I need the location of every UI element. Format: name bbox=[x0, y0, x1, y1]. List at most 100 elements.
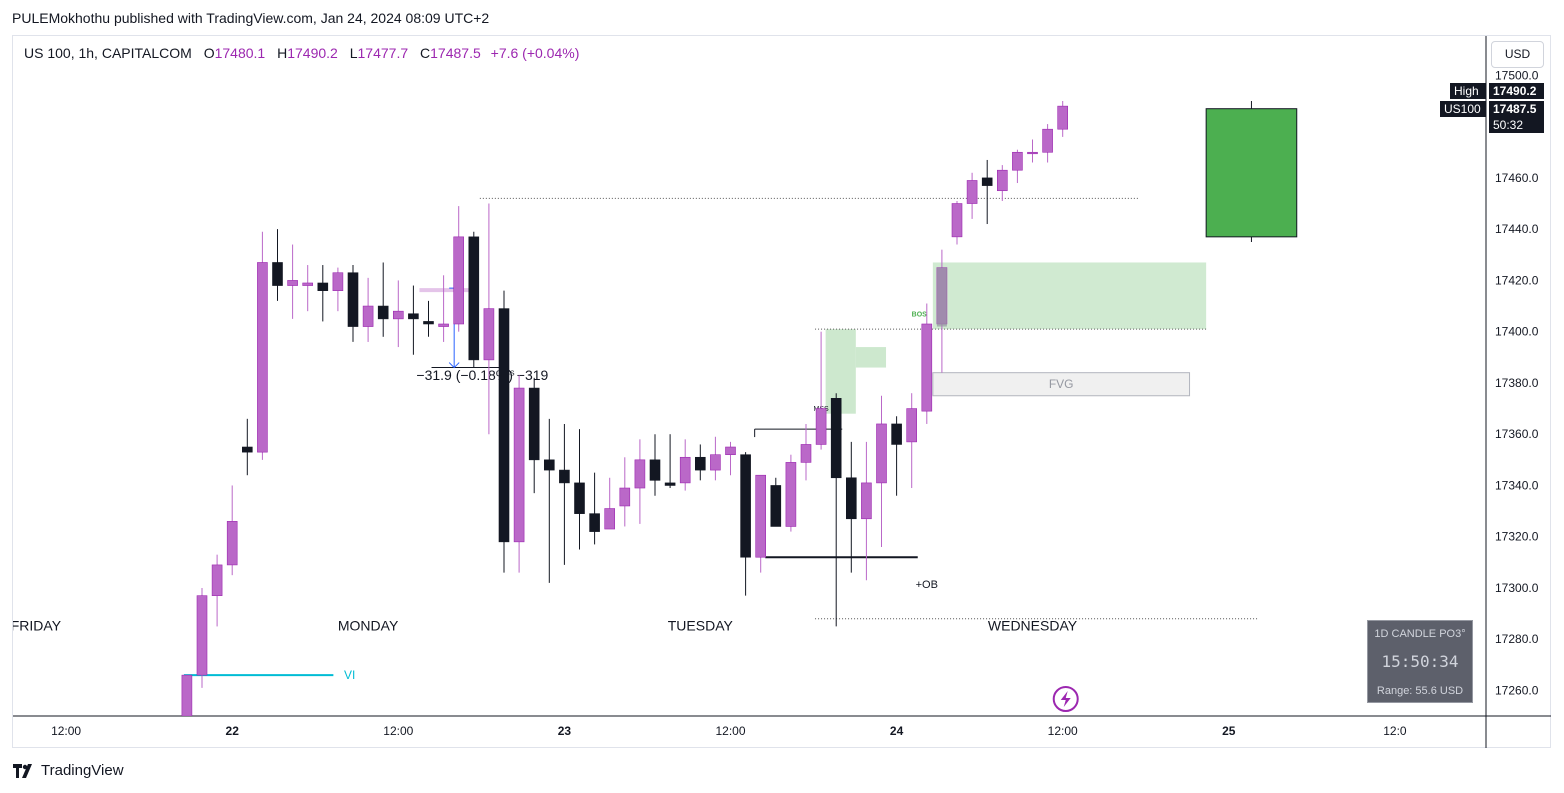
candle-body bbox=[755, 474, 767, 558]
candle-body bbox=[468, 236, 480, 361]
candle-body bbox=[181, 674, 193, 716]
candle-body bbox=[1027, 151, 1038, 155]
candle-body bbox=[876, 423, 887, 484]
candle-body bbox=[589, 513, 600, 532]
candle-body bbox=[770, 485, 782, 527]
y-tick-label: 17280.0 bbox=[1495, 632, 1539, 646]
x-tick-label: 24 bbox=[890, 724, 904, 738]
ghost-candle-body bbox=[936, 267, 947, 327]
candle-body bbox=[392, 310, 404, 320]
day-label: TUESDAY bbox=[668, 617, 734, 633]
candle-body bbox=[785, 462, 797, 527]
candle-body bbox=[332, 272, 344, 291]
legend-symbol[interactable]: US 100, 1h, CAPITALCOM bbox=[24, 45, 192, 61]
candle-body bbox=[347, 272, 359, 327]
y-tick-label: 17380.0 bbox=[1495, 376, 1539, 390]
ob-label: +OB bbox=[916, 579, 938, 591]
candle-body bbox=[861, 482, 872, 520]
candle-body bbox=[438, 323, 449, 327]
candle-body bbox=[408, 313, 419, 320]
candle-body bbox=[574, 482, 585, 514]
candle-body bbox=[453, 236, 465, 325]
legend-low-label: L bbox=[349, 45, 358, 61]
candle-body bbox=[649, 459, 661, 481]
po3-countdown: 15:50:34 bbox=[1381, 652, 1459, 671]
candle-body bbox=[317, 282, 329, 291]
candle-body bbox=[242, 446, 253, 453]
candle-body bbox=[498, 308, 510, 543]
last-price-label: 17487.5 bbox=[1489, 101, 1544, 117]
bos-label: BOS bbox=[912, 311, 928, 318]
fvg-label: FVG bbox=[1049, 377, 1074, 391]
brand-name: TradingView bbox=[41, 762, 124, 779]
ohlc-legend: US 100, 1h, CAPITALCOM O17480.1 H17490.2… bbox=[24, 45, 579, 61]
candle-body bbox=[800, 444, 812, 463]
candle-body bbox=[423, 321, 434, 325]
y-tick-label: 17320.0 bbox=[1495, 530, 1539, 544]
candle-body bbox=[196, 595, 208, 676]
candle-body bbox=[694, 456, 706, 471]
candle-body bbox=[559, 469, 570, 484]
high-tag: High bbox=[1450, 83, 1486, 99]
bar-countdown-label: 50:32 bbox=[1489, 117, 1544, 133]
legend-change: +7.6 (+0.04%) bbox=[490, 45, 580, 61]
candle-body bbox=[287, 280, 298, 286]
candle-body bbox=[1042, 128, 1053, 153]
y-tick-label: 17420.0 bbox=[1495, 273, 1539, 287]
legend-open-value: 17480.1 bbox=[214, 45, 266, 61]
y-tick-label: 17460.0 bbox=[1495, 171, 1539, 185]
candle-body bbox=[513, 387, 525, 543]
candle-body bbox=[830, 398, 842, 479]
y-tick-label: 17400.0 bbox=[1495, 325, 1539, 339]
candle-body bbox=[679, 456, 691, 484]
legend-high-value: 17490.2 bbox=[287, 45, 338, 61]
candle-body bbox=[634, 459, 646, 489]
candle-body bbox=[740, 454, 751, 558]
candle-body bbox=[272, 262, 283, 286]
candle-body bbox=[664, 482, 676, 486]
x-tick-label: 25 bbox=[1222, 724, 1236, 738]
x-tick-label: 22 bbox=[226, 724, 240, 738]
symbol-tag: US100 bbox=[1440, 101, 1486, 117]
ob-zone-block-small bbox=[855, 347, 887, 368]
candle-body bbox=[604, 508, 616, 530]
measure-arrow-head bbox=[448, 362, 460, 369]
day-label: MONDAY bbox=[338, 617, 399, 633]
y-tick-label: 17260.0 bbox=[1495, 684, 1539, 698]
candle-body bbox=[996, 169, 1008, 192]
day-label: FRIDAY bbox=[11, 617, 62, 633]
measure-label: −31.9 (−0.18%) −319 bbox=[416, 367, 548, 383]
candle-body bbox=[619, 487, 631, 507]
x-tick-label: 12:00 bbox=[51, 724, 81, 738]
candle-body bbox=[211, 564, 223, 596]
candle-body bbox=[257, 262, 268, 453]
x-tick-label: 12:0 bbox=[1383, 724, 1407, 738]
projection-candle-body bbox=[1205, 108, 1298, 238]
y-tick-label: 17440.0 bbox=[1495, 222, 1539, 236]
tradingview-brand[interactable]: TradingView bbox=[13, 762, 124, 779]
currency-button[interactable]: USD bbox=[1491, 41, 1544, 68]
fvg-green-zone bbox=[932, 262, 1207, 330]
x-tick-label: 12:00 bbox=[383, 724, 413, 738]
y-tick-label: 17360.0 bbox=[1495, 427, 1539, 441]
candle-body bbox=[951, 203, 963, 238]
po3-title: 1D CANDLE PO3° bbox=[1374, 628, 1466, 640]
vi-label: VI bbox=[344, 668, 355, 682]
x-tick-label: 12:00 bbox=[715, 724, 745, 738]
x-tick-label: 12:00 bbox=[1048, 724, 1078, 738]
candle-body bbox=[815, 408, 827, 445]
fvg-grey-zone bbox=[932, 372, 1191, 397]
candle-body bbox=[891, 423, 902, 445]
high-value-label: 17490.2 bbox=[1489, 83, 1544, 99]
y-tick-label: 17300.0 bbox=[1495, 581, 1539, 595]
chart-frame bbox=[12, 35, 1551, 748]
candle-body bbox=[1057, 105, 1068, 130]
po3-range: Range: 55.6 USD bbox=[1376, 685, 1464, 697]
candle-body bbox=[981, 177, 993, 186]
candle-body bbox=[302, 282, 314, 286]
legend-close-label: C bbox=[420, 45, 431, 61]
candle-body bbox=[921, 323, 933, 412]
candle-body bbox=[528, 387, 540, 461]
